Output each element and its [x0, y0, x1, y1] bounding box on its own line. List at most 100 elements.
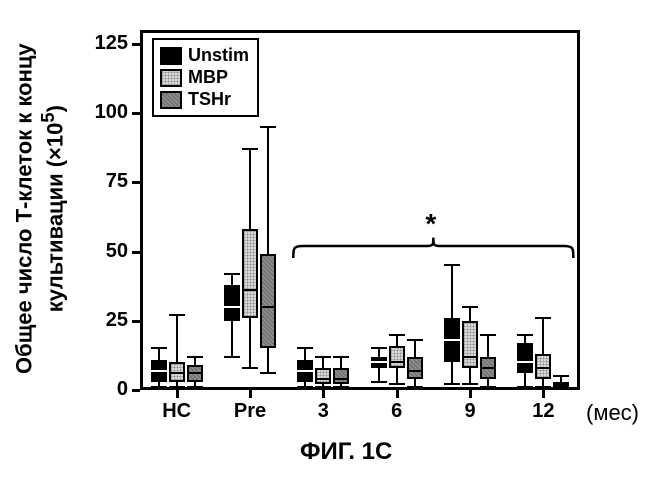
whisker	[451, 265, 453, 318]
whisker	[231, 321, 233, 357]
legend-label: TSHr	[188, 89, 231, 110]
figure-caption: ФИГ. 1C	[300, 438, 392, 466]
box	[260, 254, 276, 348]
legend-label: MBP	[188, 67, 228, 88]
whisker-cap	[242, 367, 258, 369]
legend-swatch	[160, 69, 182, 87]
median-line	[371, 361, 387, 363]
legend-swatch	[160, 91, 182, 109]
median-line	[260, 306, 276, 308]
legend-row: MBP	[160, 67, 249, 88]
box	[242, 229, 258, 318]
legend-row: TSHr	[160, 89, 249, 110]
whisker-cap	[480, 334, 496, 336]
whisker-cap	[517, 386, 533, 388]
whisker-cap	[535, 386, 551, 388]
whisker-cap	[297, 347, 313, 349]
whisker	[378, 348, 380, 356]
median-line	[169, 372, 185, 374]
whisker	[231, 274, 233, 285]
median-line	[297, 370, 313, 372]
y-tick-label: 125	[78, 32, 128, 55]
legend-label: Unstim	[188, 45, 249, 66]
whisker	[158, 348, 160, 359]
whisker-cap	[444, 383, 460, 385]
whisker-cap	[389, 334, 405, 336]
box	[407, 357, 423, 379]
whisker-cap	[224, 356, 240, 358]
box	[333, 368, 349, 385]
y-tick-label: 25	[78, 309, 128, 332]
x-tick-label: 12	[513, 400, 573, 423]
x-tick-label: HC	[147, 400, 207, 423]
whisker-cap	[315, 386, 331, 388]
whisker	[304, 348, 306, 359]
box	[462, 321, 478, 368]
x-tick	[469, 390, 472, 398]
whisker	[176, 315, 178, 362]
median-line	[407, 370, 423, 372]
median-line	[151, 370, 167, 372]
whisker-cap	[187, 356, 203, 358]
median-line	[553, 383, 569, 385]
box	[315, 368, 331, 385]
whisker-cap	[535, 317, 551, 319]
whisker	[524, 335, 526, 343]
whisker-cap	[260, 126, 276, 128]
whisker-cap	[407, 386, 423, 388]
figure-container: Общее число Т-клеток к концу культивации …	[0, 0, 651, 500]
box	[389, 346, 405, 368]
box	[517, 343, 533, 373]
whisker-cap	[333, 386, 349, 388]
y-tick-label: 50	[78, 240, 128, 263]
whisker	[267, 127, 269, 254]
whisker-cap	[297, 386, 313, 388]
x-tick-label: 9	[440, 400, 500, 423]
y-tick	[132, 251, 140, 254]
median-line	[315, 378, 331, 380]
median-line	[480, 367, 496, 369]
legend-row: Unstim	[160, 45, 249, 66]
y-tick	[132, 389, 140, 392]
legend-swatch	[160, 47, 182, 65]
ylabel-line1: Общее число Т-клеток к концу	[11, 43, 36, 374]
y-tick	[132, 320, 140, 323]
whisker	[542, 318, 544, 354]
whisker	[524, 373, 526, 387]
y-axis-label: Общее число Т-клеток к концу культивации …	[11, 19, 68, 399]
whisker-cap	[260, 372, 276, 374]
ylabel-line2: культивации (×105)	[43, 105, 68, 312]
whisker-cap	[517, 334, 533, 336]
whisker-cap	[462, 383, 478, 385]
whisker-cap	[462, 306, 478, 308]
whisker	[487, 335, 489, 357]
whisker	[249, 318, 251, 368]
whisker	[396, 368, 398, 385]
whisker	[267, 348, 269, 373]
whisker-cap	[242, 148, 258, 150]
whisker-cap	[553, 375, 569, 377]
whisker-cap	[151, 386, 167, 388]
whisker-cap	[407, 339, 423, 341]
whisker-cap	[169, 314, 185, 316]
whisker	[378, 368, 380, 382]
box	[224, 285, 240, 321]
whisker-cap	[389, 383, 405, 385]
median-line	[242, 289, 258, 291]
whisker-cap	[553, 388, 569, 390]
x-tick	[396, 390, 399, 398]
median-line	[462, 356, 478, 358]
whisker-cap	[371, 347, 387, 349]
x-tick	[249, 390, 252, 398]
significance-star: *	[425, 208, 436, 240]
y-tick-label: 75	[78, 170, 128, 193]
median-line	[444, 339, 460, 341]
y-tick	[132, 181, 140, 184]
median-line	[389, 361, 405, 363]
whisker	[396, 335, 398, 346]
whisker	[469, 368, 471, 385]
y-tick	[132, 43, 140, 46]
y-tick-label: 0	[78, 378, 128, 401]
median-line	[224, 306, 240, 308]
whisker-cap	[333, 356, 349, 358]
